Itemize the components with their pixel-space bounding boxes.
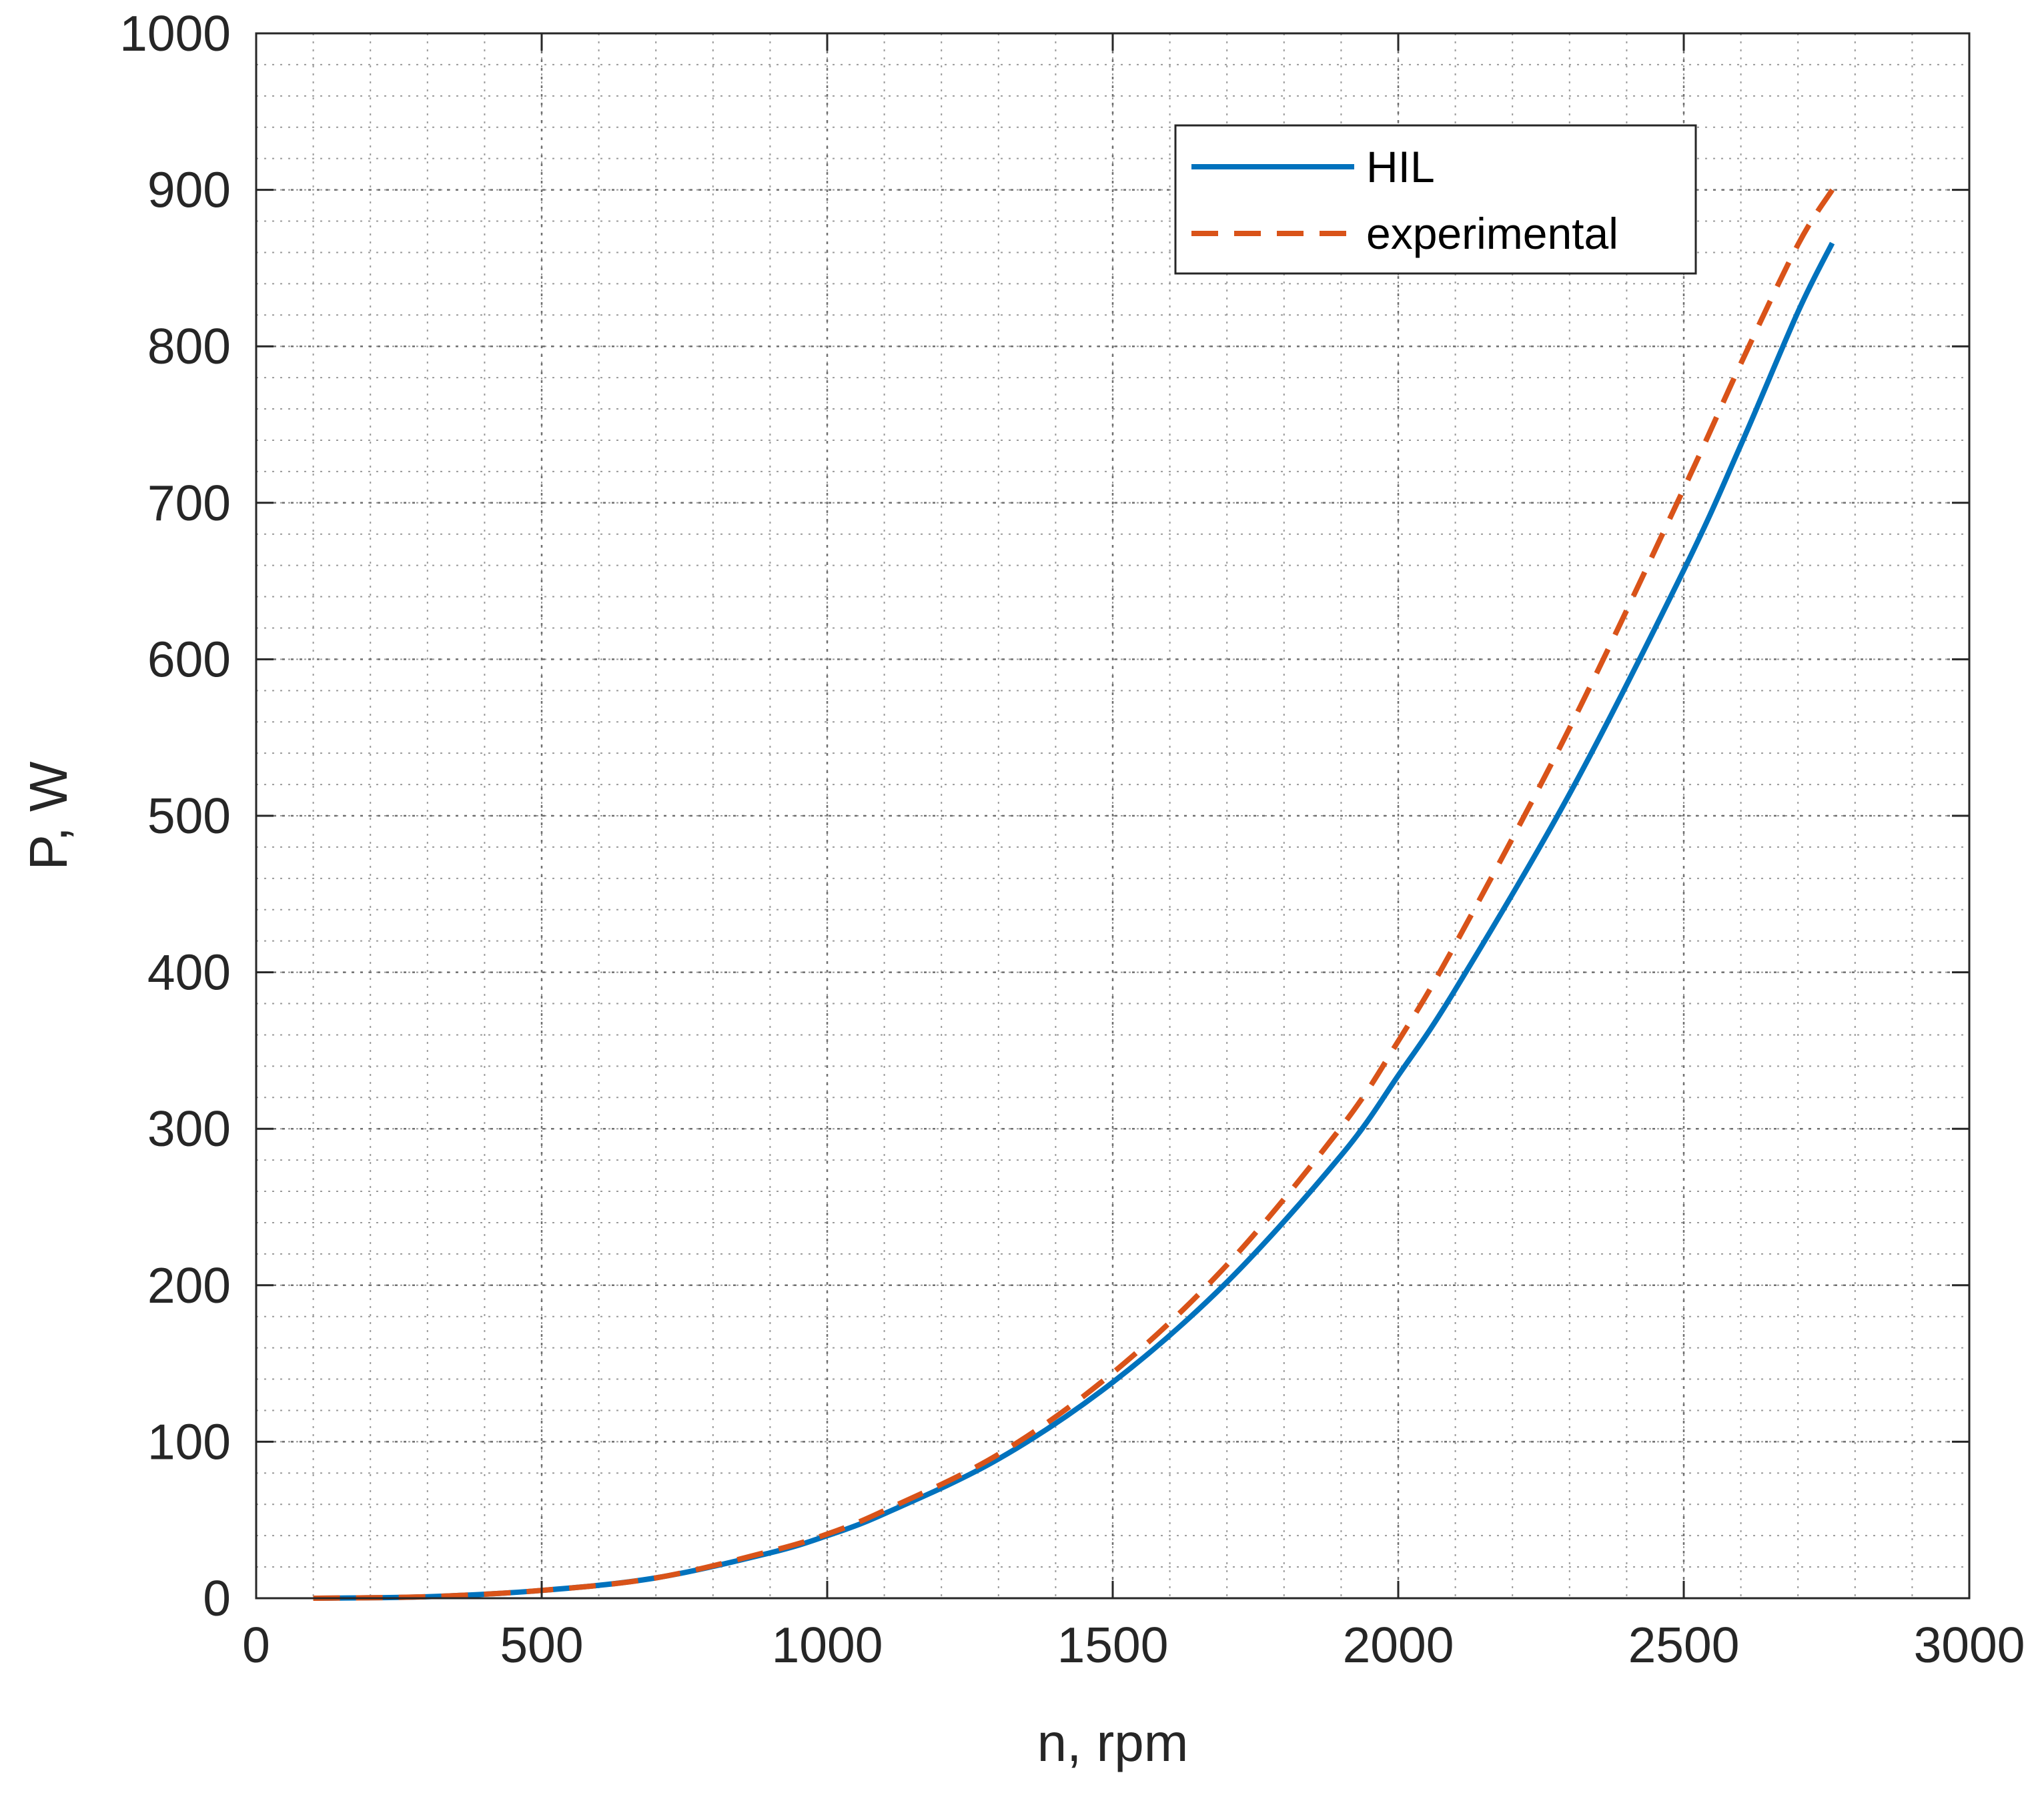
y-tick-label: 500	[147, 788, 231, 844]
y-tick-label: 300	[147, 1101, 231, 1157]
legend-box	[1174, 124, 1697, 275]
y-axis-label: P, W	[19, 761, 78, 870]
y-tick-label: 1000	[119, 5, 231, 61]
x-tick-label: 2500	[1628, 1617, 1740, 1673]
series-line-hil	[313, 241, 1835, 1601]
x-axis-label: n, rpm	[1037, 1713, 1189, 1772]
y-tick-label: 700	[147, 475, 231, 531]
axis-ticks: 0 500 1000 1500 2000 2500 3000 0 100 200 300 400 500…	[119, 5, 2025, 1673]
legend-label-hil: HIL	[1366, 142, 1435, 191]
y-tick-label: 800	[147, 318, 231, 374]
y-tick-label: 0	[203, 1570, 231, 1626]
x-tick-label: 500	[500, 1617, 583, 1673]
y-tick-label: 400	[147, 945, 231, 1001]
x-tick-label: 1000	[772, 1617, 883, 1673]
x-tick-label: 3000	[1914, 1617, 2025, 1673]
y-tick-label: 100	[147, 1413, 231, 1469]
y-tick-label: 600	[147, 631, 231, 687]
series-line-experimental	[313, 188, 1835, 1601]
series-group	[313, 188, 1835, 1601]
legend: HIL experimental	[1174, 124, 1697, 275]
y-tick-label: 200	[147, 1257, 231, 1313]
x-tick-label: 0	[242, 1617, 270, 1673]
y-tick-label: 900	[147, 162, 231, 218]
x-tick-label: 2000	[1343, 1617, 1454, 1673]
legend-label-experimental: experimental	[1366, 209, 1618, 258]
x-tick-label: 1500	[1057, 1617, 1169, 1673]
